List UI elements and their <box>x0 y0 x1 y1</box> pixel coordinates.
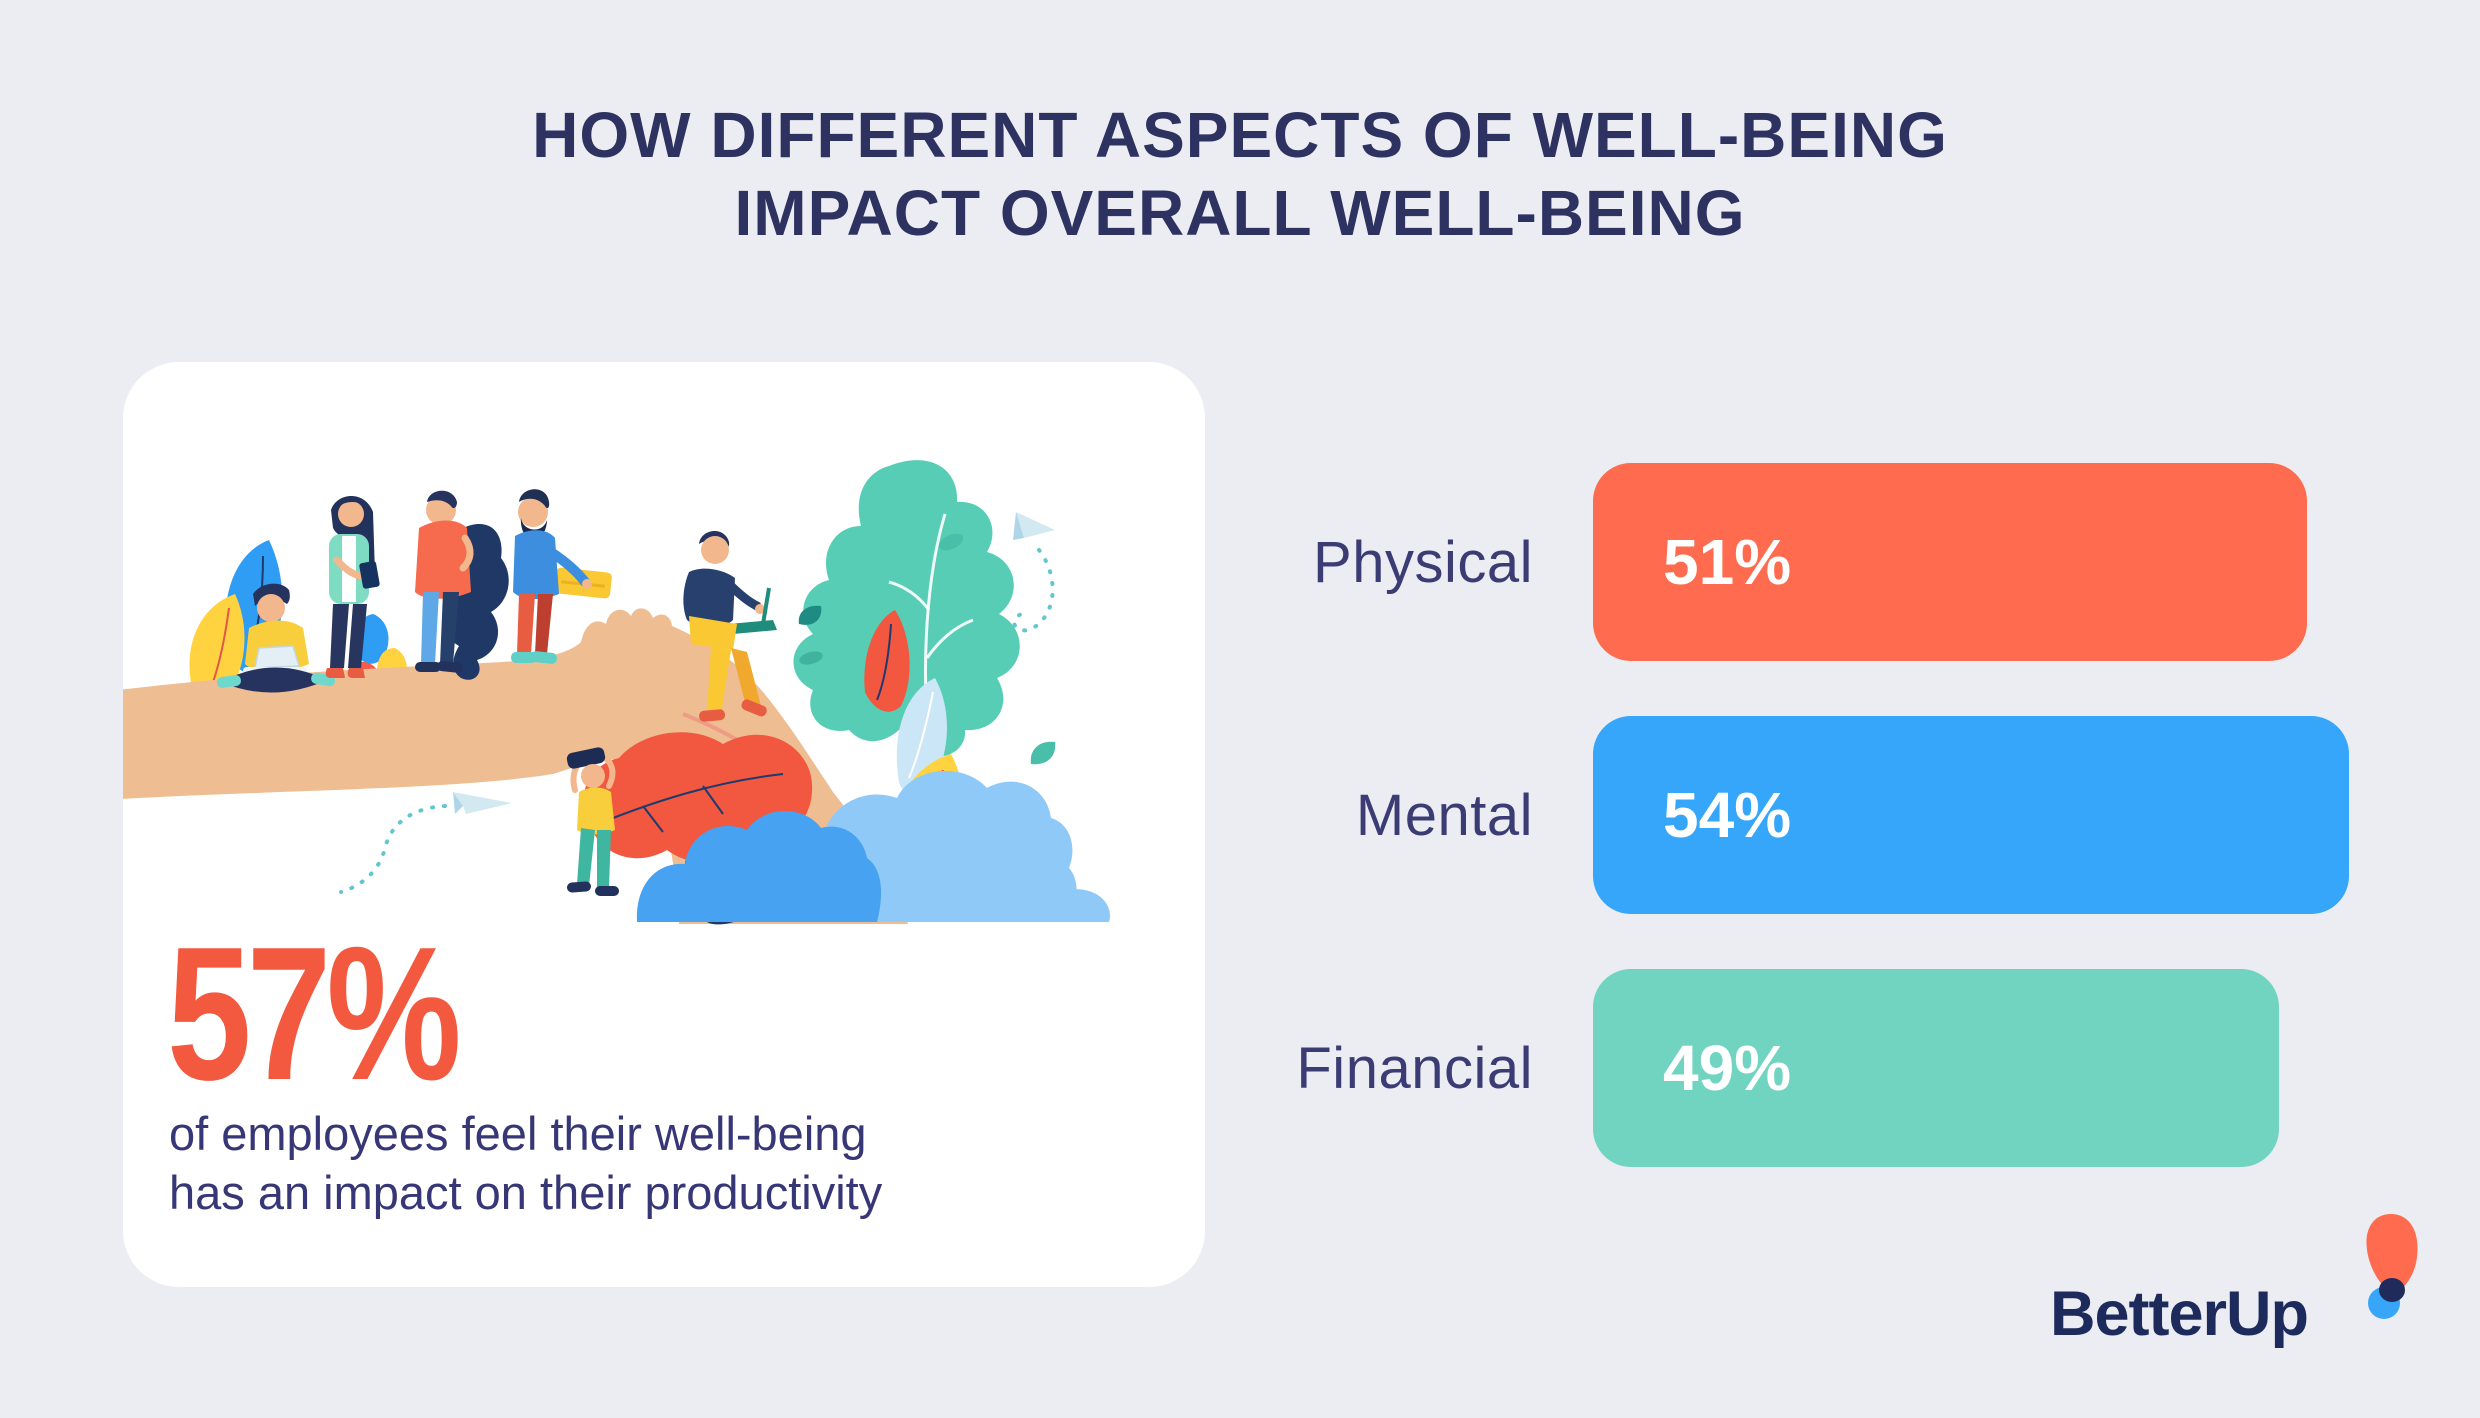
bar-chart: Physical 51% Mental 54% Financial 49% <box>1180 463 2349 1167</box>
bar-row-physical: Physical 51% <box>1180 463 2349 661</box>
bar-row-mental: Mental 54% <box>1180 716 2349 914</box>
stat-card: 57% of employees feel their well-being h… <box>123 362 1205 1287</box>
stat-caption: of employees feel their well-being has a… <box>169 1104 882 1222</box>
bar: 54% <box>1593 716 2349 914</box>
teal-tree-shape <box>793 460 1056 765</box>
betterup-logo-text: BetterUp <box>2050 1279 2309 1349</box>
person-binoculars <box>566 747 619 896</box>
wellbeing-illustration <box>123 460 1110 925</box>
bar-value-physical: 51% <box>1663 526 1792 598</box>
clouds <box>636 770 1110 922</box>
page-title-line2: IMPACT OVERALL WELL-BEING <box>734 177 1746 249</box>
paper-plane-icon <box>339 792 512 894</box>
bar-row-financial: Financial 49% <box>1180 969 2349 1167</box>
person-woman-tablet <box>325 496 380 678</box>
bar-label-physical: Physical <box>1313 529 1533 595</box>
stat-value: 57% <box>167 908 462 1120</box>
bar: 51% <box>1593 463 2307 661</box>
bar: 49% <box>1593 969 2279 1167</box>
page-title: HOW DIFFERENT ASPECTS OF WELL-BEING IMPA… <box>0 96 2480 252</box>
person-seated-laptop <box>216 583 336 693</box>
bar-value-financial: 49% <box>1663 1032 1792 1104</box>
stat-caption-line1: of employees feel their well-being <box>169 1107 867 1160</box>
binoculars-icon <box>566 747 606 769</box>
person-orange-shirt <box>415 490 509 680</box>
stat-caption-line2: has an impact on their productivity <box>169 1166 883 1219</box>
bar-label-mental: Mental <box>1355 782 1533 848</box>
bar-value-mental: 54% <box>1663 779 1792 851</box>
betterup-logo: BetterUp <box>2050 1214 2418 1350</box>
paper-plane-icon <box>1012 512 1055 633</box>
person-seated-on-hand <box>683 530 777 722</box>
betterup-logo-icon <box>2366 1214 2418 1319</box>
page-title-line1: HOW DIFFERENT ASPECTS OF WELL-BEING <box>532 99 1948 171</box>
person-bearded-laptop <box>511 489 592 664</box>
bar-label-financial: Financial <box>1296 1035 1533 1101</box>
